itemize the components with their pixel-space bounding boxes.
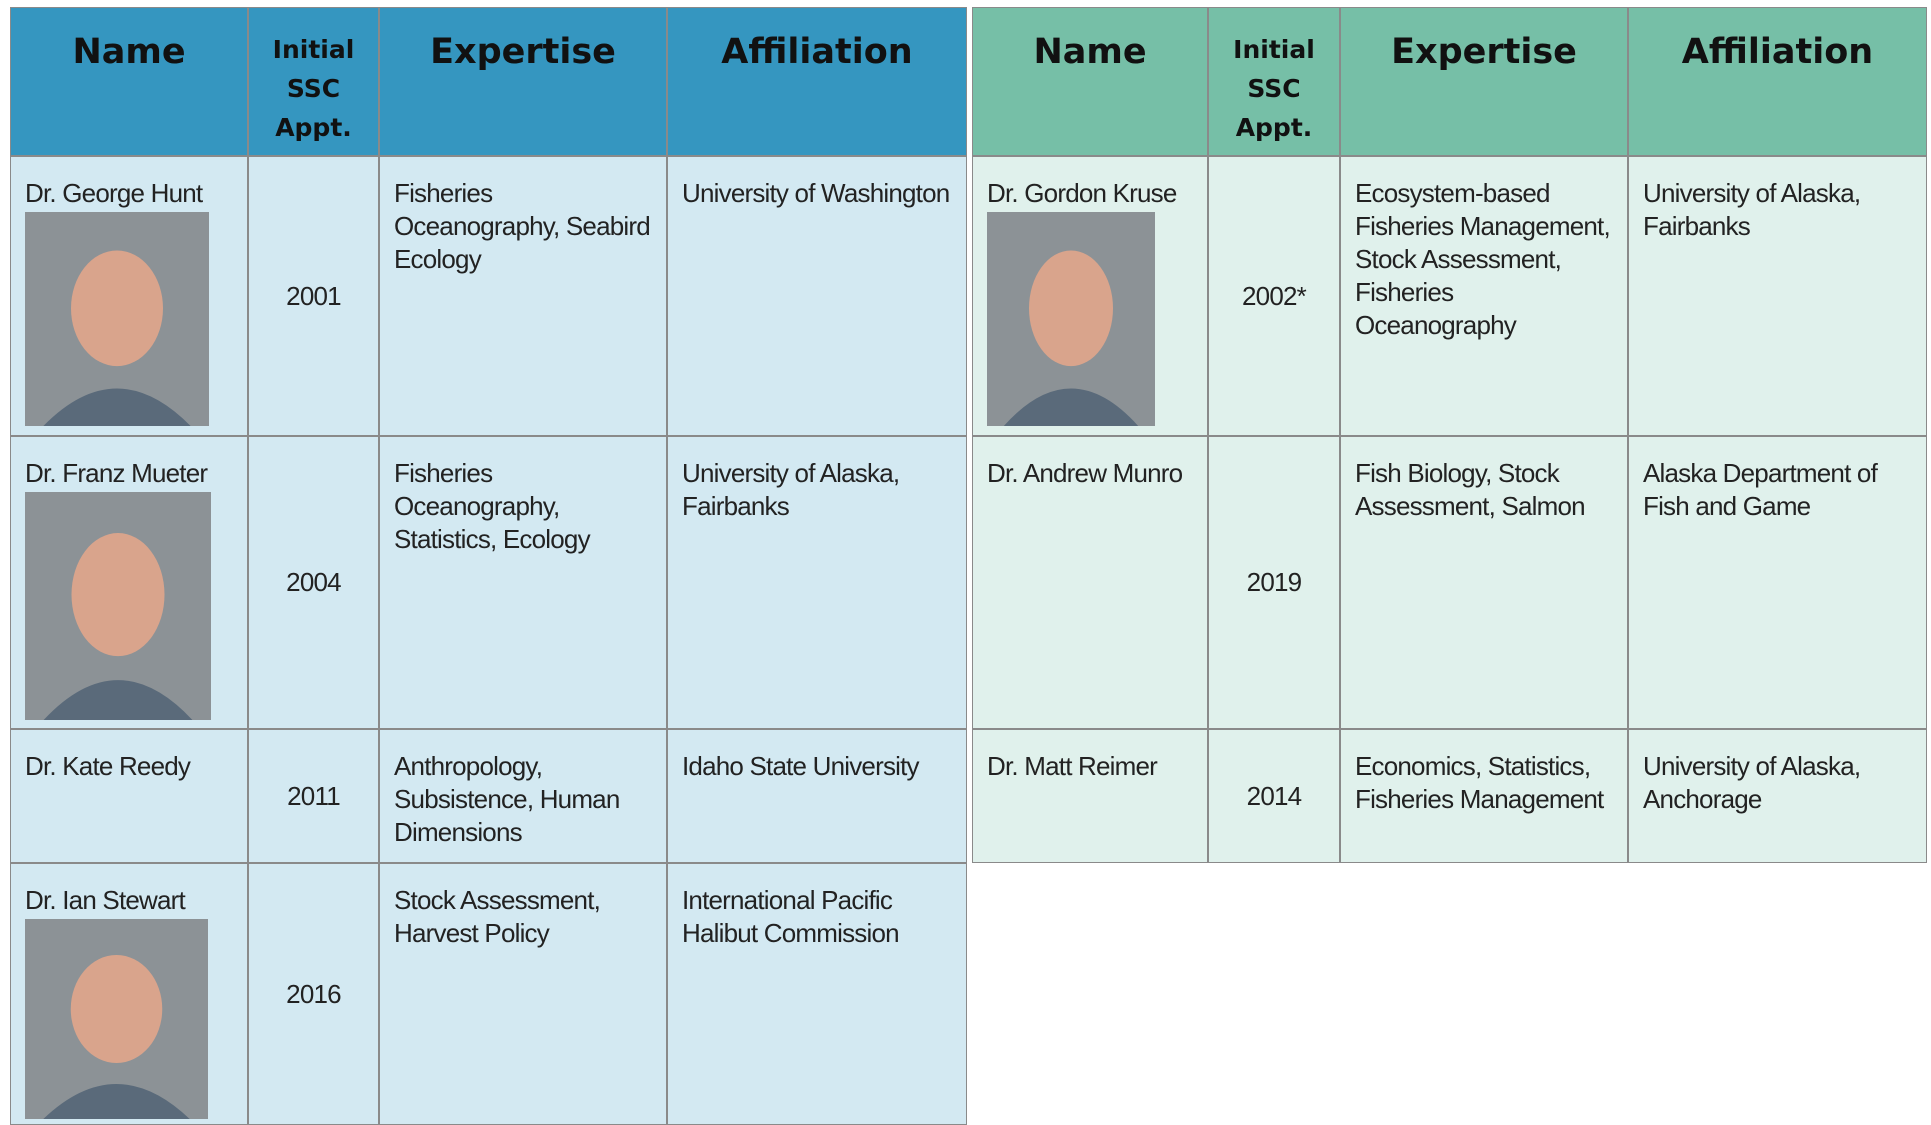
name-cell: Dr. Kate Reedy (10, 729, 248, 863)
affiliation-cell: Alaska Department of Fish and Game (1628, 436, 1927, 729)
column-header: Affiliation (1628, 7, 1927, 156)
year-cell-text: 2002* (1242, 280, 1307, 311)
year-cell: 2002* (1208, 156, 1340, 436)
column-header: Expertise (379, 7, 667, 156)
portrait (987, 212, 1155, 426)
year-cell-text: 2016 (286, 978, 341, 1009)
expertise-cell-text: Anthropology, Subsistence, Human Dimensi… (394, 751, 620, 847)
name-cell: Dr. Gordon Kruse (972, 156, 1208, 436)
name-cell: Dr. Franz Mueter (10, 436, 248, 729)
column-header: Name (10, 7, 248, 156)
expertise-cell: Fisheries Oceanography, Statistics, Ecol… (379, 436, 667, 729)
column-header-text: Initial SSC Appt. (272, 35, 355, 142)
column-header-text: Affiliation (1681, 32, 1874, 72)
name-cell-text: Dr. Franz Mueter (25, 458, 208, 488)
year-cell: 2011 (248, 729, 379, 863)
expertise-cell-text: Fisheries Oceanography, Seabird Ecology (394, 178, 651, 274)
name-cell: Dr. Matt Reimer (972, 729, 1208, 863)
expertise-cell-text: Ecosystem-based Fisheries Management, St… (1355, 178, 1611, 340)
affiliation-cell: University of Washington (667, 156, 967, 436)
affiliation-cell-text: University of Washington (682, 178, 950, 208)
name-cell-text: Dr. Gordon Kruse (987, 178, 1177, 208)
name-cell: Dr. Andrew Munro (972, 436, 1208, 729)
column-header-text: Expertise (1391, 32, 1577, 72)
expertise-cell-text: Fish Biology, Stock Assessment, Salmon (1355, 458, 1586, 521)
expertise-cell-text: Stock Assessment, Harvest Policy (394, 885, 601, 948)
affiliation-cell-text: International Pacific Halibut Commission (682, 885, 900, 948)
name-cell-text: Dr. George Hunt (25, 178, 203, 208)
affiliation-cell-text: University of Alaska, Fairbanks (1643, 178, 1861, 241)
name-cell-text: Dr. Matt Reimer (987, 751, 1158, 781)
affiliation-cell: Idaho State University (667, 729, 967, 863)
year-cell: 2016 (248, 863, 379, 1125)
expertise-cell: Anthropology, Subsistence, Human Dimensi… (379, 729, 667, 863)
affiliation-cell-text: University of Alaska, Anchorage (1643, 751, 1861, 814)
portrait (25, 492, 211, 720)
column-header: Name (972, 7, 1208, 156)
column-header: Initial SSC Appt. (1208, 7, 1340, 156)
expertise-cell: Economics, Statistics, Fisheries Managem… (1340, 729, 1628, 863)
column-header: Initial SSC Appt. (248, 7, 379, 156)
year-cell-text: 2004 (286, 567, 341, 597)
name-cell-text: Dr. Ian Stewart (25, 885, 186, 915)
year-cell: 2001 (248, 156, 379, 436)
affiliation-cell: University of Alaska, Fairbanks (667, 436, 967, 729)
name-cell: Dr. Ian Stewart (10, 863, 248, 1125)
column-header: Affiliation (667, 7, 967, 156)
column-header-text: Name (72, 32, 186, 72)
affiliation-cell: International Pacific Halibut Commission (667, 863, 967, 1125)
year-cell: 2019 (1208, 436, 1340, 729)
year-cell: 2004 (248, 436, 379, 729)
year-cell-text: 2014 (1246, 780, 1302, 811)
affiliation-cell-text: University of Alaska, Fairbanks (682, 458, 900, 521)
affiliation-cell: University of Alaska, Fairbanks (1628, 156, 1927, 436)
expertise-cell: Fisheries Oceanography, Seabird Ecology (379, 156, 667, 436)
column-header: Expertise (1340, 7, 1628, 156)
year-cell: 2014 (1208, 729, 1340, 863)
affiliation-cell-text: Alaska Department of Fish and Game (1643, 458, 1878, 521)
expertise-cell-text: Economics, Statistics, Fisheries Managem… (1355, 751, 1604, 814)
affiliation-cell: University of Alaska, Anchorage (1628, 729, 1927, 863)
column-header-text: Initial SSC Appt. (1233, 35, 1315, 142)
affiliation-cell-text: Idaho State University (682, 751, 920, 781)
portrait (25, 212, 209, 426)
expertise-cell: Stock Assessment, Harvest Policy (379, 863, 667, 1125)
year-cell-text: 2001 (286, 280, 341, 311)
expertise-cell: Ecosystem-based Fisheries Management, St… (1340, 156, 1628, 436)
column-header-text: Name (1033, 32, 1147, 72)
name-cell-text: Dr. Kate Reedy (25, 751, 191, 781)
expertise-cell-text: Fisheries Oceanography, Statistics, Ecol… (394, 458, 591, 554)
year-cell-text: 2019 (1246, 567, 1302, 597)
year-cell-text: 2011 (287, 780, 341, 811)
name-cell: Dr. George Hunt (10, 156, 248, 436)
portrait (25, 919, 208, 1119)
column-header-text: Affiliation (721, 32, 913, 72)
name-cell-text: Dr. Andrew Munro (987, 458, 1183, 488)
column-header-text: Expertise (430, 32, 616, 72)
expertise-cell: Fish Biology, Stock Assessment, Salmon (1340, 436, 1628, 729)
